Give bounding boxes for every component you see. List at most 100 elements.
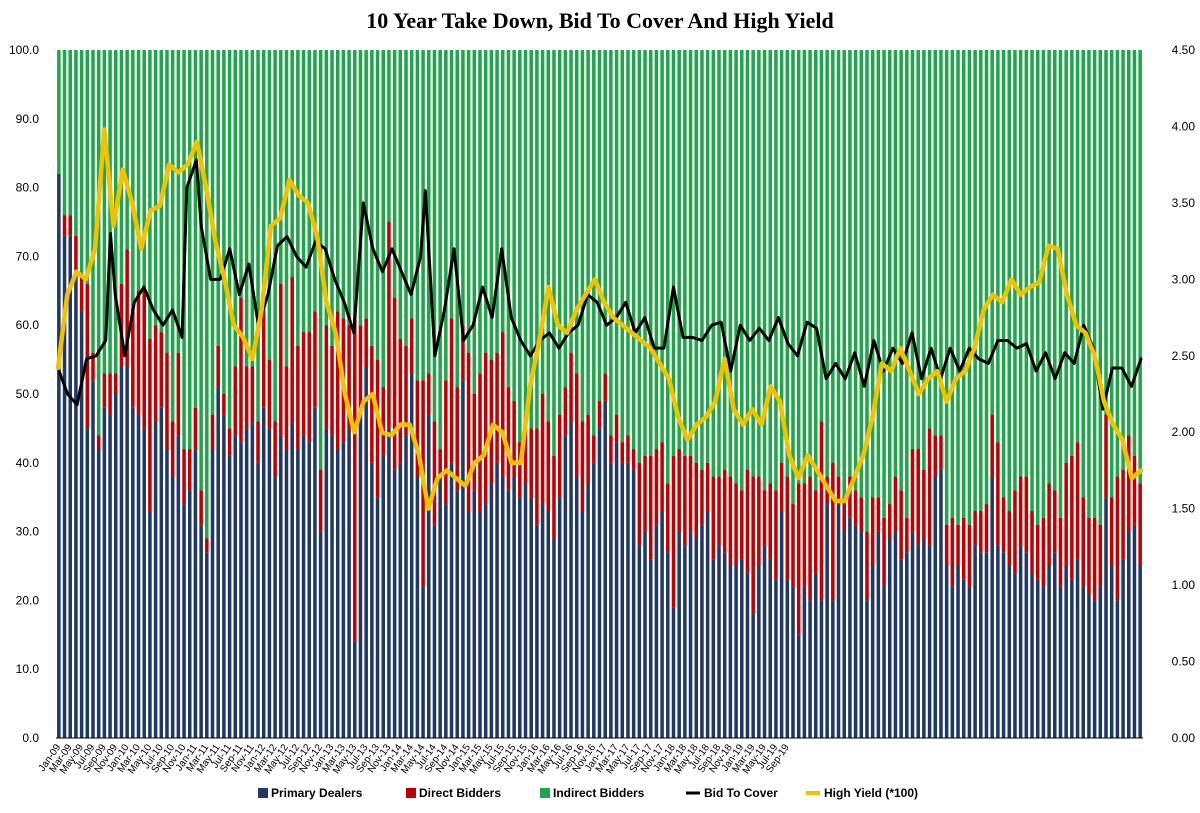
bar-indirect — [910, 50, 915, 450]
bar-indirect — [313, 50, 317, 312]
bar-direct — [427, 373, 431, 415]
legend-swatch — [406, 788, 416, 798]
bar-indirect — [216, 50, 220, 346]
bar-stack — [552, 50, 556, 738]
bar-stack — [409, 50, 414, 738]
bar-primary — [1075, 559, 1080, 738]
bar-primary — [62, 235, 67, 738]
bar-indirect — [905, 50, 909, 518]
bar-primary — [660, 510, 664, 738]
bar-stack — [358, 50, 363, 738]
bar-indirect — [1075, 50, 1080, 443]
bar-indirect — [187, 50, 192, 450]
bar-direct — [358, 325, 363, 415]
bar-indirect — [768, 50, 772, 484]
bar-stack — [1098, 50, 1103, 738]
bar-primary — [574, 476, 579, 738]
bar-indirect — [813, 50, 818, 491]
bar-direct — [62, 215, 67, 236]
bar-stack — [85, 50, 90, 738]
bar-primary — [381, 455, 386, 738]
y-right-tick-label: 3.00 — [1172, 272, 1196, 286]
bar-stack — [398, 50, 403, 738]
bar-primary — [728, 566, 733, 738]
bar-direct — [438, 449, 442, 477]
bar-direct — [466, 352, 471, 511]
bar-indirect — [1053, 50, 1057, 491]
bar-direct — [267, 359, 272, 429]
bar-stack — [119, 50, 124, 738]
bar-stack — [1092, 50, 1097, 738]
bar-indirect — [745, 50, 750, 470]
bar-direct — [478, 373, 482, 511]
bar-direct — [557, 414, 562, 498]
bar-stack — [1024, 50, 1029, 738]
bar-primary — [597, 428, 602, 738]
bar-stack — [375, 50, 380, 738]
bar-direct — [774, 490, 778, 580]
bar-primary — [506, 490, 511, 738]
y-left-tick-label: 70.0 — [16, 249, 40, 263]
bar-direct — [1138, 483, 1142, 566]
bar-stack — [512, 50, 516, 738]
bar-direct — [1018, 476, 1023, 546]
bar-stack — [694, 50, 699, 738]
bar-direct — [757, 476, 761, 566]
bar-direct — [1024, 476, 1029, 553]
bar-primary — [711, 559, 716, 738]
bar-direct — [899, 490, 903, 560]
bar-primary — [199, 524, 203, 738]
bar-primary — [1087, 593, 1091, 738]
bar-stack — [631, 50, 636, 738]
bar-primary — [626, 462, 630, 738]
bar-stack — [762, 50, 767, 738]
bar-primary — [1098, 586, 1103, 738]
bar-stack — [882, 50, 886, 738]
bar-indirect — [700, 50, 704, 470]
bar-indirect — [341, 50, 346, 319]
bar-direct — [1081, 497, 1086, 587]
bar-stack — [102, 50, 107, 738]
bar-primary — [683, 545, 687, 738]
bar-primary — [922, 538, 926, 738]
bar-indirect — [882, 50, 886, 518]
bar-stack — [654, 50, 659, 738]
bar-indirect — [96, 50, 101, 436]
bar-primary — [620, 462, 625, 738]
bar-primary — [96, 449, 101, 738]
bar-indirect — [540, 50, 545, 394]
bar-stack — [347, 50, 351, 738]
bar-primary — [455, 490, 459, 738]
bar-direct — [136, 290, 141, 415]
bar-indirect — [791, 50, 795, 505]
bar-stack — [996, 50, 1000, 738]
bar-indirect — [1013, 50, 1017, 491]
bar-primary — [273, 476, 277, 738]
bar-stack — [307, 50, 312, 738]
bar-primary — [404, 435, 408, 738]
bar-direct — [131, 311, 135, 408]
bar-stack — [131, 50, 135, 738]
bar-direct — [449, 318, 454, 463]
bar-direct — [677, 449, 681, 532]
bar-stack — [108, 50, 112, 738]
bar-indirect — [324, 50, 329, 326]
bar-primary — [284, 449, 289, 738]
bar-primary — [842, 531, 846, 738]
bar-stack — [182, 50, 186, 738]
bar-direct — [967, 524, 972, 587]
bar-direct — [910, 449, 915, 532]
bar-indirect — [307, 50, 312, 333]
bar-direct — [210, 414, 215, 450]
bar-primary — [768, 559, 772, 738]
bar-stack — [1047, 50, 1051, 738]
bar-primary — [170, 476, 175, 738]
bar-stack — [671, 50, 676, 738]
bar-indirect — [967, 50, 972, 525]
bar-indirect — [500, 50, 505, 333]
bar-indirect — [1138, 50, 1142, 484]
bar-stack — [529, 50, 533, 738]
bar-stack — [261, 50, 266, 738]
bar-stack — [1081, 50, 1086, 738]
bar-direct — [102, 373, 107, 408]
